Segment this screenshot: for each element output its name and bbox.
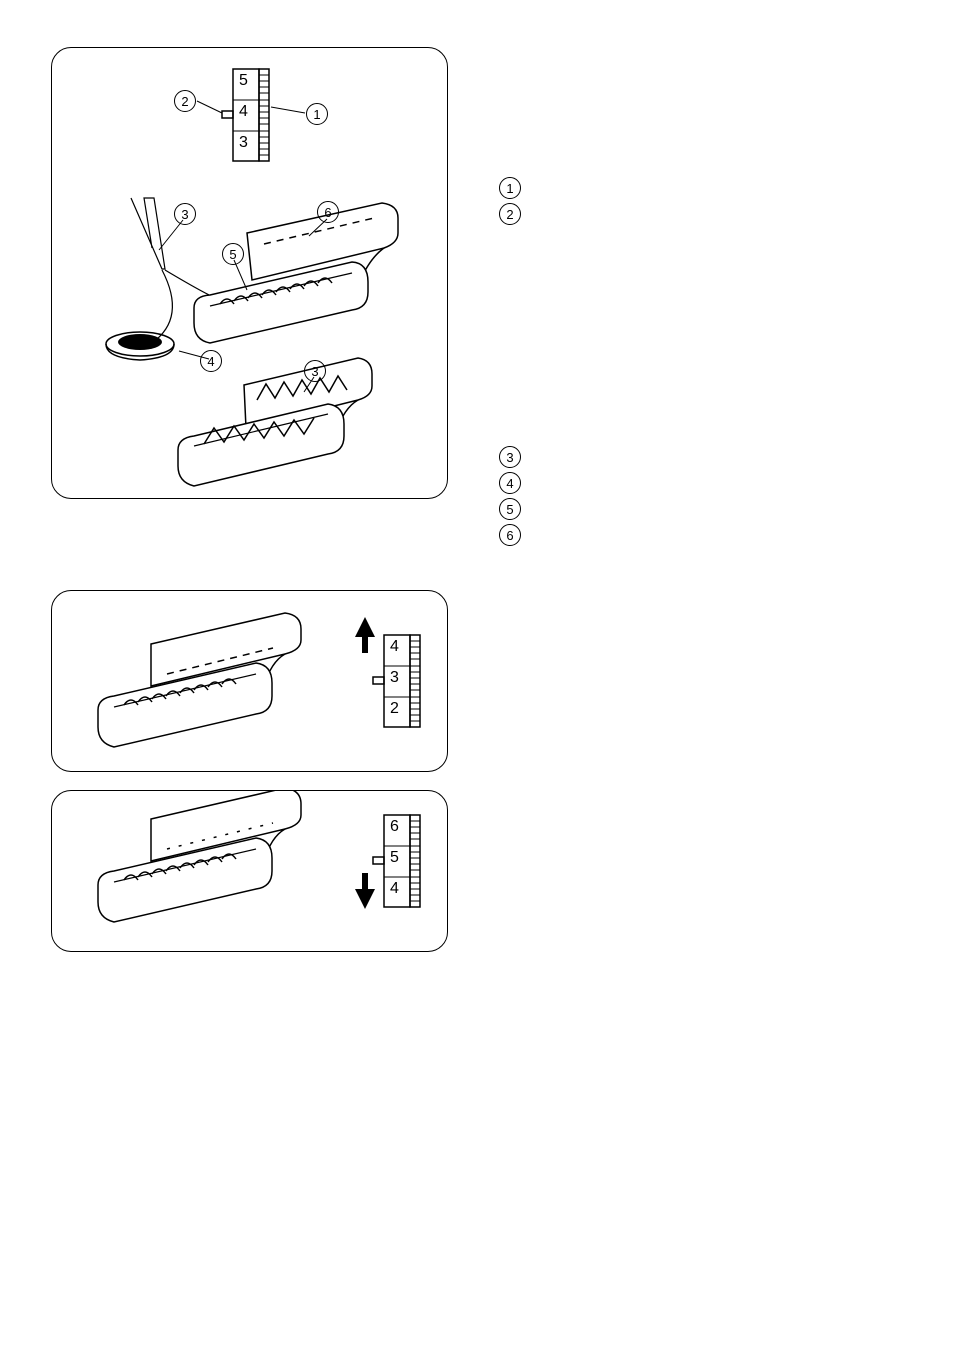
dial-digit: 4: [239, 103, 248, 121]
legend-item: 3: [499, 446, 521, 468]
figure-3-svg: [52, 791, 447, 951]
legend-item: 6: [499, 524, 521, 546]
thread-spool: [106, 332, 174, 360]
figure-1-svg: [52, 48, 447, 498]
dial-digit: 4: [390, 880, 399, 898]
legend-mid: 3 4 5 6: [499, 446, 525, 546]
dial-digit: 2: [390, 700, 399, 718]
callout-3: 3: [174, 203, 196, 225]
dial-digit: 6: [390, 818, 399, 836]
figure-1: 5 4 3 1 2 3 4 5 6 3: [51, 47, 448, 499]
hem-zigzag: [178, 358, 372, 486]
down-arrow-icon: [355, 873, 375, 909]
dial-digit: 3: [390, 669, 399, 687]
figure-3: 6 5 4: [51, 790, 448, 952]
callout-1: 1: [306, 103, 328, 125]
legend-item: 4: [499, 472, 521, 494]
up-arrow-icon: [355, 617, 375, 653]
dial-digit: 5: [239, 72, 248, 90]
figure-2-svg: [52, 591, 447, 771]
dial-digit: 4: [390, 638, 399, 656]
callout-4: 4: [200, 350, 222, 372]
callout-6: 6: [317, 201, 339, 223]
figure-2: 4 3 2: [51, 590, 448, 772]
legend-item: 2: [499, 203, 521, 225]
legend-item: 5: [499, 498, 521, 520]
callout-5: 5: [222, 243, 244, 265]
legend-top: 1 2: [499, 177, 525, 225]
dial-digit: 3: [239, 134, 248, 152]
callout-3-lower: 3: [304, 360, 326, 382]
callout-2: 2: [174, 90, 196, 112]
dial-digit: 5: [390, 849, 399, 867]
legend-item: 1: [499, 177, 521, 199]
hem-with-thread: [106, 198, 398, 360]
